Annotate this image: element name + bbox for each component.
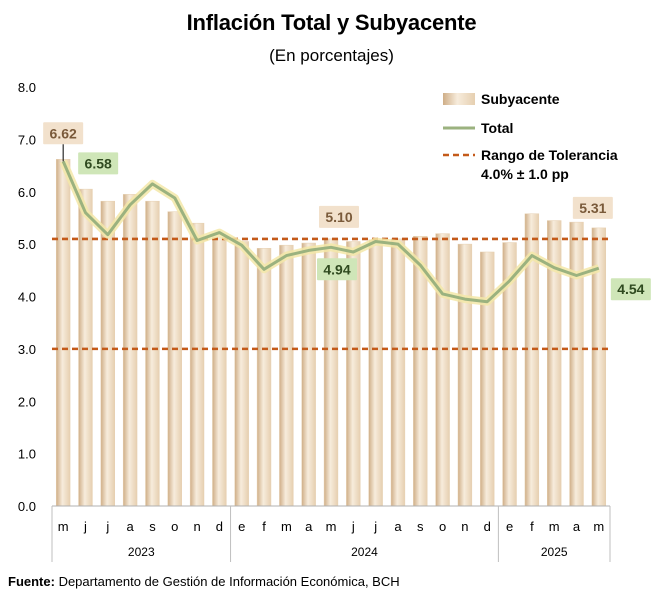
core-bar (368, 239, 383, 507)
month-label: a (127, 519, 135, 534)
total-callout-box (610, 278, 651, 301)
month-label: s (417, 519, 424, 534)
total-inflation-line (59, 159, 601, 306)
core-bar (279, 244, 294, 507)
y-tick-label: 7.0 (18, 132, 36, 147)
month-label: a (573, 519, 581, 534)
core-bar (145, 200, 160, 507)
legend-label-total: Total (481, 120, 513, 136)
core-bar (212, 237, 227, 507)
core-data-label: 6.62 (50, 125, 77, 141)
core-bar (346, 241, 361, 507)
y-axis: 0.0 1.0 2.0 3.0 4.0 5.0 6.0 7.0 8.0 (18, 80, 36, 514)
month-label: m (593, 519, 604, 534)
legend-label-core: Subyacente (481, 91, 560, 107)
legend: Subyacente Total Rango de Tolerancia 4.0% ±… (443, 91, 618, 182)
core-data-label: 5.10 (325, 209, 352, 225)
month-label: f (262, 519, 266, 534)
y-tick-label: 6.0 (18, 185, 36, 200)
core-bar (435, 233, 450, 507)
month-label: n (461, 519, 468, 534)
y-tick-label: 1.0 (18, 447, 36, 462)
source-label: Fuente: (8, 574, 55, 589)
month-label: j (105, 519, 109, 534)
total-data-label: 6.58 (85, 155, 112, 171)
core-bar (167, 211, 182, 507)
tolerance-lines (52, 237, 610, 351)
legend-label-tolerance-note: 4.0% ± 1.0 pp (481, 166, 569, 182)
month-label: m (326, 519, 337, 534)
core-bar (234, 241, 249, 507)
core-bar (55, 159, 71, 507)
core-bar (569, 221, 584, 507)
month-label: j (351, 519, 355, 534)
y-tick-label: 4.0 (18, 290, 36, 305)
month-label: e (238, 519, 245, 534)
total-data-label: 4.54 (617, 281, 644, 297)
month-label: o (171, 519, 178, 534)
total-line (61, 160, 600, 304)
month-label: f (530, 519, 534, 534)
month-label: j (83, 519, 87, 534)
total-callout-box (317, 258, 357, 281)
month-label: d (216, 519, 223, 534)
month-label: s (149, 519, 156, 534)
month-label: o (439, 519, 446, 534)
year-label: 2025 (541, 545, 568, 559)
core-callout-box (572, 196, 613, 219)
month-label: e (506, 519, 513, 534)
y-tick-label: 8.0 (18, 80, 36, 95)
core-callout-box (43, 122, 84, 145)
month-label: m (58, 519, 69, 534)
core-bar (100, 200, 115, 507)
month-label: m (549, 519, 560, 534)
y-tick-label: 5.0 (18, 237, 36, 252)
chart-subtitle: (En porcentajes) (269, 46, 394, 65)
core-bar (122, 194, 138, 507)
core-callout-box (319, 205, 359, 228)
core-bar (457, 243, 473, 507)
source-text: Departamento de Gestión de Información E… (54, 574, 400, 589)
chart-title: Inflación Total y Subyacente (186, 10, 477, 35)
y-tick-label: 3.0 (18, 342, 36, 357)
data-labels: 6.62 6.58 5.10 4.94 5.31 4.54 (43, 122, 651, 301)
month-label: a (394, 519, 402, 534)
core-bar (480, 251, 495, 507)
core-data-label: 5.31 (579, 200, 606, 216)
total-callout-box (78, 152, 119, 175)
legend-label-tolerance: Rango de Tolerancia (481, 147, 618, 163)
core-bar (78, 188, 93, 507)
core-bar (256, 248, 272, 507)
total-data-label: 4.94 (323, 261, 350, 277)
year-label: 2024 (351, 545, 378, 559)
legend-swatch-bar (443, 93, 475, 105)
month-label: j (373, 519, 377, 534)
core-inflation-bars (55, 159, 607, 507)
core-bar (301, 242, 316, 507)
y-tick-label: 0.0 (18, 499, 36, 514)
core-bar (390, 238, 406, 507)
y-tick-label: 2.0 (18, 394, 36, 409)
month-label: d (484, 519, 491, 534)
month-label: n (193, 519, 200, 534)
source-note: Fuente: Departamento de Gestión de Infor… (8, 574, 400, 589)
year-label: 2023 (128, 545, 155, 559)
month-label: m (281, 519, 292, 534)
core-bar (189, 222, 205, 507)
month-label: a (305, 519, 313, 534)
